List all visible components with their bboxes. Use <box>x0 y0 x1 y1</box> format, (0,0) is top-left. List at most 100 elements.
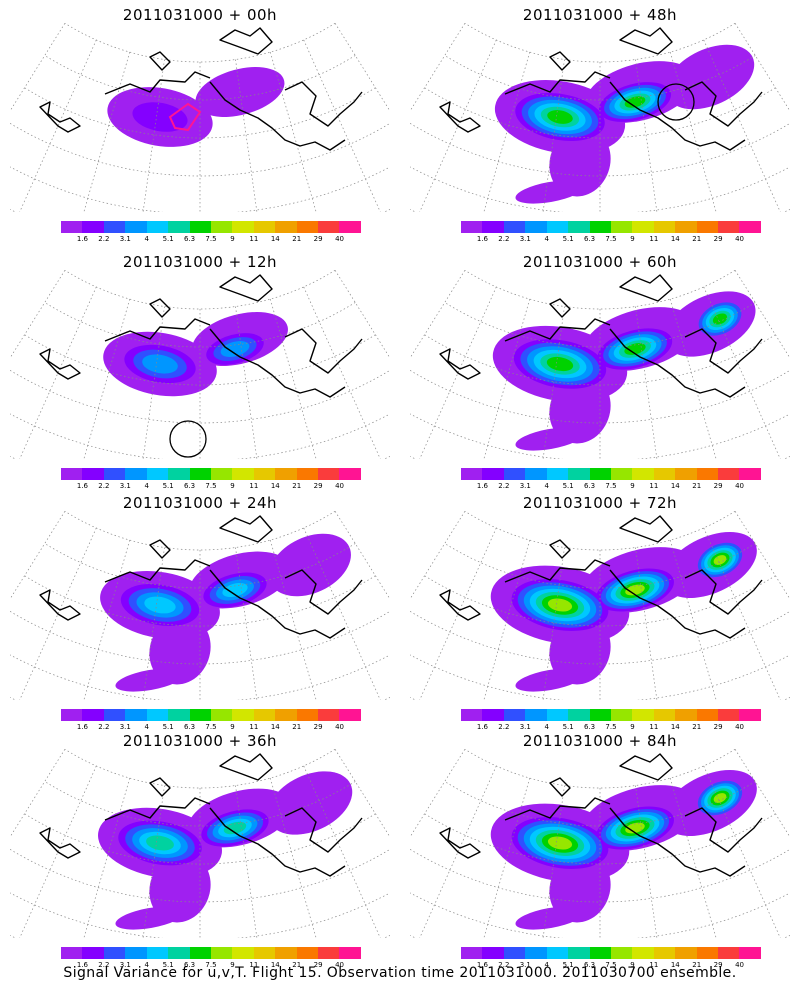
coastline <box>504 797 611 821</box>
latitude-line <box>410 654 790 700</box>
colorbar-swatch <box>610 709 633 721</box>
colorbar-tick-label: 11 <box>249 961 259 969</box>
latitude-line <box>444 55 756 101</box>
colorbar-tick-label: 29 <box>713 961 723 969</box>
colorbar-swatch <box>253 221 276 233</box>
colorbar-labels: 1.6 2.2 3.1 4 5.1 6.3 7.5 9 11 14 21 29 40 <box>461 961 761 971</box>
colorbar-swatch <box>696 221 719 233</box>
coastline <box>104 559 211 583</box>
variance-field <box>149 853 211 923</box>
colorbar-tick-label: 9 <box>230 482 235 490</box>
coastline <box>619 753 673 781</box>
colorbar <box>61 468 361 480</box>
colorbar-tick-label: 29 <box>313 961 323 969</box>
colorbar-swatch <box>189 709 211 721</box>
flight-target-area <box>168 102 202 132</box>
colorbar-tick-label: 2.2 <box>498 961 510 969</box>
colorbar-tick-label: 14 <box>670 961 680 969</box>
colorbar-swatch <box>525 221 547 233</box>
colorbar-tick-label: 3.1 <box>119 482 131 490</box>
colorbar-swatch <box>503 947 526 959</box>
coastline <box>284 569 363 615</box>
map-panel-72h: 2011031000 + 72h 1.6 2.2 3.1 4 5.1 6.3 7.5 9 11 1… <box>400 488 800 735</box>
colorbar-tick-label: 7.5 <box>205 961 217 969</box>
coastline <box>149 777 171 797</box>
colorbar-swatch <box>168 709 190 721</box>
colorbar-tick-label: 9 <box>630 723 635 731</box>
coastline <box>219 515 273 543</box>
colorbar-tick-label: 9 <box>230 235 235 243</box>
variance-contour <box>146 835 174 851</box>
colorbar-swatch <box>653 221 676 233</box>
colorbar-swatch <box>125 947 147 959</box>
colorbar-labels: 1.6 2.2 3.1 4 5.1 6.3 7.5 9 11 14 21 29 40 <box>461 235 761 245</box>
colorbar-swatch <box>275 468 297 480</box>
colorbar-swatch <box>482 709 504 721</box>
colorbar-swatch <box>503 468 526 480</box>
colorbar-swatch <box>589 221 611 233</box>
coastline <box>684 81 763 127</box>
colorbar-swatch <box>339 221 361 233</box>
colorbar-swatch <box>318 947 340 959</box>
variance-field <box>269 533 351 597</box>
coastline <box>149 539 171 559</box>
coastline <box>684 807 763 853</box>
colorbar-tick-label: 7.5 <box>605 961 617 969</box>
colorbar-tick-label: 14 <box>270 961 280 969</box>
colorbar-tick-label: 5.1 <box>562 235 574 243</box>
coastline <box>684 569 763 615</box>
colorbar <box>461 709 761 721</box>
map-panel-84h: 2011031000 + 84h 1.6 2.2 3.1 4 5.1 6.3 7.5 9 11 1… <box>400 726 800 973</box>
colorbar-swatch <box>253 468 276 480</box>
colorbar-labels: 1.6 2.2 3.1 4 5.1 6.3 7.5 9 11 14 21 29 40 <box>61 961 361 971</box>
colorbar-tick-label: 2.2 <box>498 482 510 490</box>
colorbar-swatch <box>146 947 169 959</box>
colorbar-swatch <box>253 709 276 721</box>
latitude-line <box>24 575 376 627</box>
variance-field <box>665 44 755 110</box>
colorbar-swatch <box>275 221 297 233</box>
latitude-line <box>64 22 336 63</box>
colorbar <box>461 468 761 480</box>
colorbar-swatch <box>125 709 147 721</box>
colorbar-tick-label: 1.6 <box>76 482 88 490</box>
coastline <box>39 827 81 859</box>
coastline <box>609 328 746 398</box>
colorbar-swatch <box>253 947 276 959</box>
colorbar-tick-label: 11 <box>249 723 259 731</box>
variance-field <box>515 427 585 451</box>
colorbar-swatch <box>461 709 483 721</box>
colorbar-tick-label: 7.5 <box>605 482 617 490</box>
colorbar-labels: 1.6 2.2 3.1 4 5.1 6.3 7.5 9 11 14 21 29 40 <box>61 235 361 245</box>
latitude-line <box>44 543 356 589</box>
colorbar-tick-label: 29 <box>313 235 323 243</box>
colorbar-swatch <box>318 221 340 233</box>
colorbar-tick-label: 14 <box>270 482 280 490</box>
colorbar-swatch <box>632 221 654 233</box>
colorbar-tick-label: 5.1 <box>162 723 174 731</box>
colorbar-swatch <box>103 468 126 480</box>
colorbar <box>461 947 761 959</box>
colorbar-swatch <box>739 468 761 480</box>
colorbar-tick-label: 6.3 <box>583 723 596 731</box>
colorbar-tick-label: 3.1 <box>119 723 131 731</box>
colorbar-swatch <box>610 947 633 959</box>
colorbar-tick-label: 40 <box>735 235 745 243</box>
colorbar-tick-label: 4 <box>544 723 549 731</box>
colorbar-tick-label: 5.1 <box>562 961 574 969</box>
coastline <box>504 71 611 95</box>
colorbar-tick-label: 40 <box>335 482 345 490</box>
colorbar-tick-label: 6.3 <box>183 961 196 969</box>
colorbar-swatch <box>82 709 104 721</box>
variance-field <box>549 853 611 923</box>
colorbar-swatch <box>168 468 190 480</box>
colorbar-swatch <box>482 947 504 959</box>
colorbar-tick-label: 11 <box>649 482 659 490</box>
coastline <box>549 539 571 559</box>
colorbar-tick-label: 4 <box>544 482 549 490</box>
coastline <box>219 753 273 781</box>
panel-title: 2011031000 + 48h <box>522 6 678 24</box>
longitude-line <box>334 511 390 600</box>
colorbar-tick-label: 7.5 <box>205 723 217 731</box>
colorbar-swatch <box>503 709 526 721</box>
